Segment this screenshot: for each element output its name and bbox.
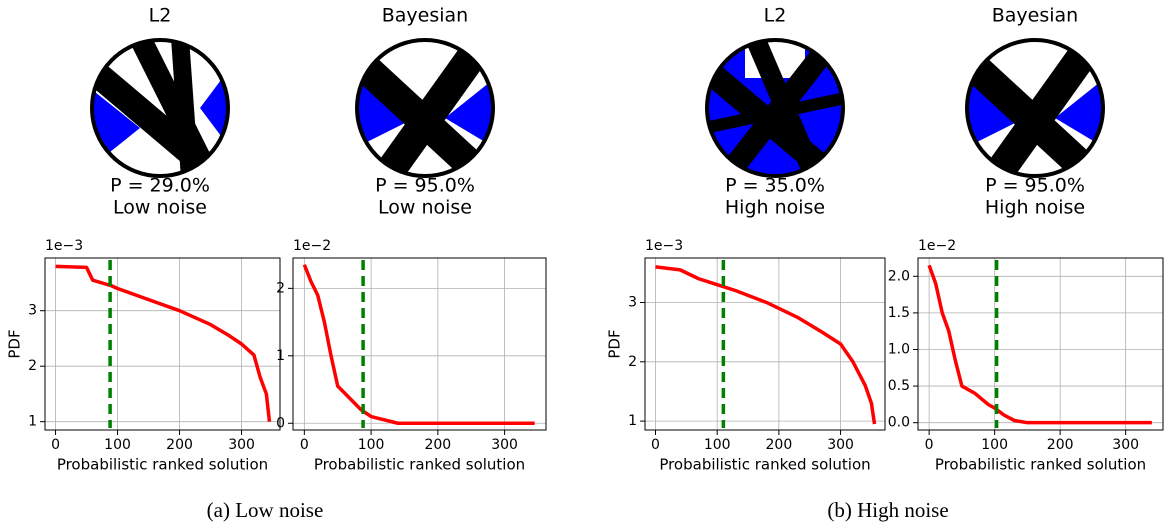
x-tick-label: 0 bbox=[651, 437, 660, 453]
caption: (b) High noise bbox=[827, 498, 948, 522]
data-line bbox=[927, 264, 1152, 425]
x-tick-label: 0 bbox=[300, 437, 309, 453]
circle bbox=[965, 38, 1105, 178]
annotation: High noise bbox=[725, 197, 825, 219]
offset-label: 1e−2 bbox=[918, 238, 956, 254]
x-axis-label: Probabilistic ranked solution bbox=[935, 456, 1146, 474]
y-tick-label: 0 bbox=[276, 415, 285, 431]
y-tick-label: 1.0 bbox=[888, 341, 910, 357]
x-tick-label: 0 bbox=[925, 437, 934, 453]
x-axis-label: Probabilistic ranked solution bbox=[659, 456, 870, 474]
annotation: Low noise bbox=[378, 197, 472, 219]
annotation: High noise bbox=[985, 197, 1085, 219]
x-axis-label: Probabilistic ranked solution bbox=[57, 456, 268, 474]
x-tick-label: 200 bbox=[766, 437, 793, 453]
y-tick-label: 1.5 bbox=[888, 305, 910, 321]
circle bbox=[90, 38, 230, 178]
x-tick-label: 300 bbox=[228, 437, 255, 453]
data-line bbox=[655, 265, 877, 425]
annotation: P = 29.0% bbox=[110, 175, 210, 197]
panel-title: L2 bbox=[149, 5, 172, 27]
x-tick-label: 300 bbox=[491, 437, 518, 453]
x-tick-label: 200 bbox=[1047, 437, 1074, 453]
annotation: P = 35.0% bbox=[725, 175, 825, 197]
x-tick-label: 300 bbox=[827, 437, 854, 453]
x-tick-label: 100 bbox=[104, 437, 131, 453]
circle-diagrams bbox=[90, 38, 1105, 178]
x-tick-label: 200 bbox=[424, 437, 451, 453]
panel-title: Bayesian bbox=[382, 5, 468, 27]
y-tick-label: 0.5 bbox=[888, 378, 910, 394]
x-tick-label: 100 bbox=[704, 437, 731, 453]
y-tick-label: 1 bbox=[28, 414, 37, 430]
circle bbox=[705, 38, 845, 178]
y-tick-label: 2.0 bbox=[888, 268, 910, 284]
data-line bbox=[55, 264, 272, 422]
plot-frame bbox=[644, 257, 886, 431]
y-tick-label: 2 bbox=[628, 354, 637, 370]
plot-frame bbox=[292, 257, 547, 431]
y-tick-label: 1 bbox=[628, 413, 637, 429]
data-line bbox=[302, 264, 535, 426]
circle bbox=[355, 38, 495, 178]
y-tick-label: 2 bbox=[28, 358, 37, 374]
caption: (a) Low noise bbox=[207, 498, 324, 522]
x-tick-label: 300 bbox=[1112, 437, 1139, 453]
y-tick-label: 3 bbox=[28, 303, 37, 319]
plot-frame bbox=[44, 257, 281, 431]
y-tick-label: 0.0 bbox=[888, 415, 910, 431]
offset-label: 1e−3 bbox=[45, 238, 83, 254]
y-axis-label: PDF bbox=[6, 329, 24, 358]
y-tick-label: 1 bbox=[276, 348, 285, 364]
offset-label: 1e−3 bbox=[645, 238, 683, 254]
x-tick-label: 200 bbox=[166, 437, 193, 453]
y-axis-label: PDF bbox=[606, 329, 624, 358]
x-tick-label: 0 bbox=[51, 437, 60, 453]
offset-label: 1e−2 bbox=[293, 238, 331, 254]
panel-title: Bayesian bbox=[992, 5, 1078, 27]
y-tick-label: 2 bbox=[276, 280, 285, 296]
annotation: Low noise bbox=[113, 197, 207, 219]
panel-title: L2 bbox=[764, 5, 787, 27]
annotation: P = 95.0% bbox=[985, 175, 1085, 197]
x-tick-label: 100 bbox=[358, 437, 385, 453]
plot-frame bbox=[917, 257, 1164, 431]
x-axis-label: Probabilistic ranked solution bbox=[314, 456, 525, 474]
annotation: P = 95.0% bbox=[375, 175, 475, 197]
y-tick-label: 3 bbox=[628, 294, 637, 310]
x-tick-label: 100 bbox=[981, 437, 1008, 453]
